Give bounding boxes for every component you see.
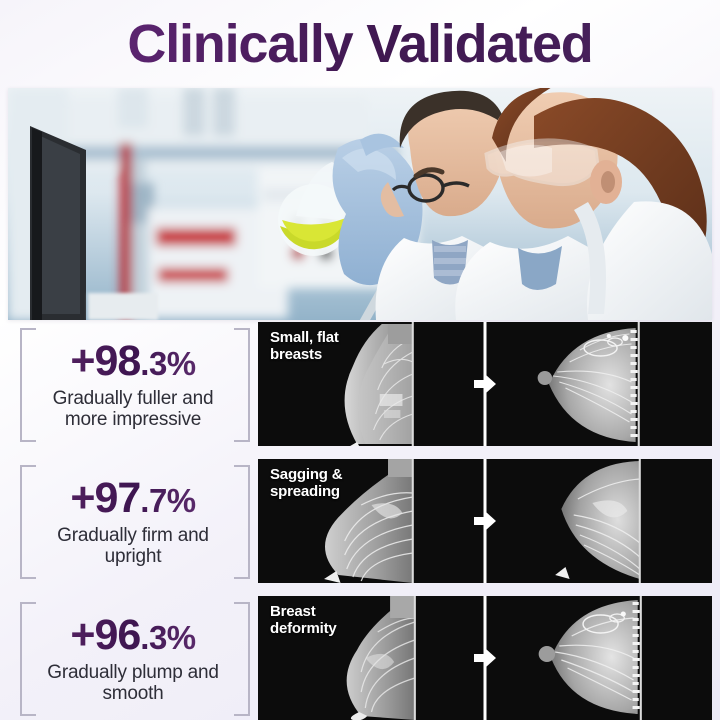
scan-comparison-column: Small, flat breasts xyxy=(258,322,720,720)
arrow-right-icon xyxy=(472,373,498,395)
stat-value-main: +96 xyxy=(70,610,141,659)
bracket-right-icon xyxy=(234,328,250,442)
mammogram-before-icon xyxy=(258,459,485,583)
arrow-right-icon xyxy=(472,647,498,669)
stat-value-decimal: .3% xyxy=(140,618,196,656)
scan-after xyxy=(485,322,712,446)
stat-value: +97.7% xyxy=(70,477,195,520)
scan-after xyxy=(485,459,712,583)
page-title-container: Clinically Validated xyxy=(0,0,720,88)
scan-before xyxy=(258,596,485,720)
scan-after xyxy=(485,596,712,720)
stat-label: Gradually fuller and more impressive xyxy=(52,387,214,430)
bracket-left-icon xyxy=(20,602,36,716)
stat-label: Gradually firm and upright xyxy=(57,524,209,567)
scan-row: Small, flat breasts xyxy=(258,322,712,446)
stat-card: +96.3% Gradually plump and smooth xyxy=(8,596,258,720)
stat-value-main: +97 xyxy=(70,473,141,522)
stat-value-main: +98 xyxy=(70,336,141,385)
bracket-left-icon xyxy=(20,328,36,442)
mammogram-after-icon xyxy=(485,322,712,446)
arrow-right-icon xyxy=(472,510,498,532)
results-section: +98.3% Gradually fuller and more impress… xyxy=(0,322,720,720)
stat-value-decimal: .7% xyxy=(140,481,196,519)
scan-caption: Breast deformity xyxy=(270,603,337,637)
stats-column: +98.3% Gradually fuller and more impress… xyxy=(0,322,258,720)
mammogram-before-icon xyxy=(258,322,485,446)
mammogram-after-icon xyxy=(485,596,712,720)
stat-card: +97.7% Gradually firm and upright xyxy=(8,459,258,583)
stat-label: Gradually plump and smooth xyxy=(47,661,219,704)
scan-caption: Sagging & spreading xyxy=(270,466,343,500)
lab-hero-image xyxy=(8,88,712,320)
bracket-left-icon xyxy=(20,465,36,579)
mammogram-after-icon xyxy=(485,459,712,583)
bracket-right-icon xyxy=(234,465,250,579)
scan-before xyxy=(258,459,485,583)
stat-value: +96.3% xyxy=(70,614,195,657)
scan-row: Breast deformity xyxy=(258,596,712,720)
page-title: Clinically Validated xyxy=(127,14,593,74)
scan-row: Sagging & spreading xyxy=(258,459,712,583)
stat-value: +98.3% xyxy=(70,340,195,383)
mammogram-before-icon xyxy=(258,596,485,720)
stat-value-decimal: .3% xyxy=(140,344,196,382)
stat-card: +98.3% Gradually fuller and more impress… xyxy=(8,322,258,446)
lab-photo-illustration xyxy=(8,88,712,320)
scan-before xyxy=(258,322,485,446)
bracket-right-icon xyxy=(234,602,250,716)
scan-caption: Small, flat breasts xyxy=(270,329,339,363)
